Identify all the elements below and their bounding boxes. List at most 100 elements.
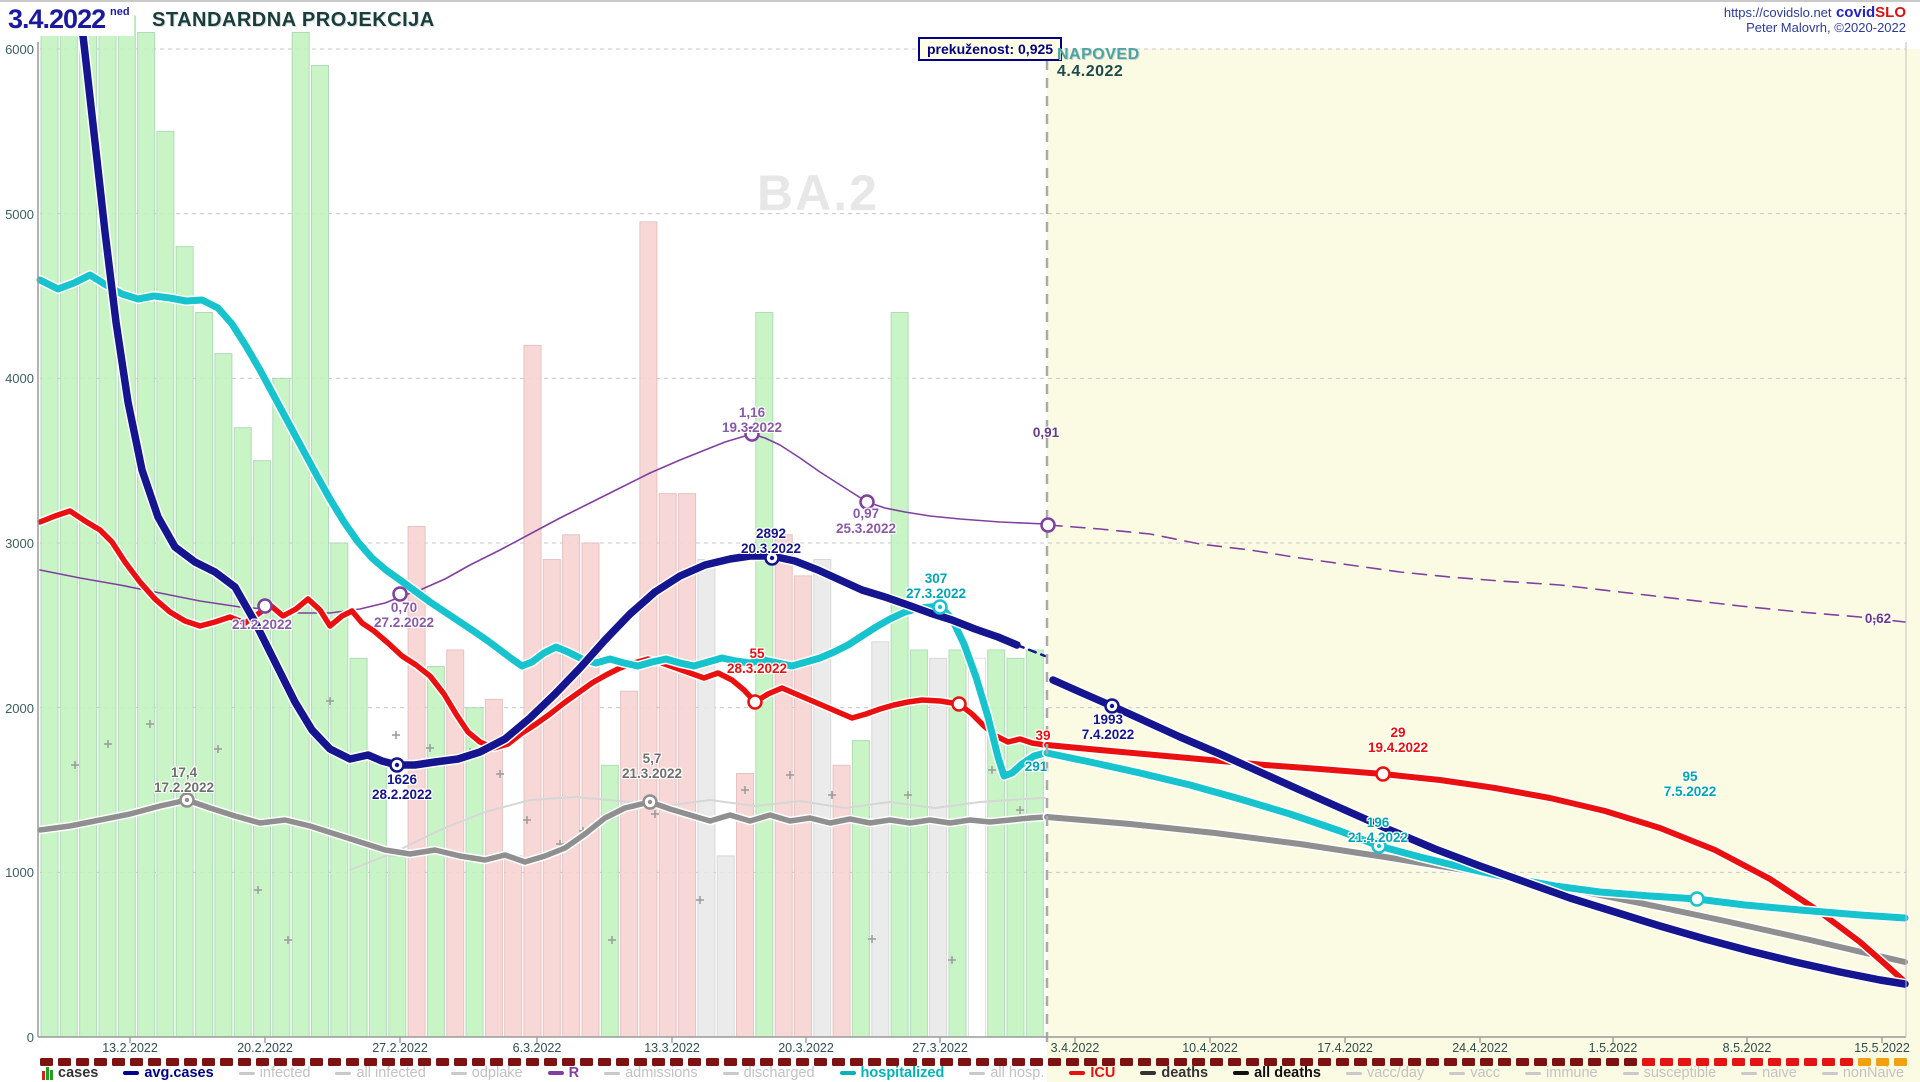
value-callout: 5,7 21.3.2022 (621, 751, 683, 781)
value-callout: 55 28.3.2022 (726, 646, 788, 676)
cases-bar (620, 690, 639, 1038)
x-axis-tick-label: 1.5.2022 (1588, 1041, 1638, 1055)
value-callout: 1,16 19.3.2022 (721, 405, 783, 435)
legend-item-avg-cases[interactable]: avg.cases (123, 1065, 214, 1081)
value-callout: 1993 7.4.2022 (1081, 712, 1135, 742)
series-dash-icon (1741, 1071, 1758, 1075)
legend-item-discharged[interactable]: discharged (722, 1065, 815, 1081)
cases-bar (697, 559, 716, 1038)
data-point-marker (859, 494, 875, 510)
cases-bar (562, 534, 581, 1038)
data-point-marker (1689, 891, 1705, 907)
cases-bar (504, 855, 523, 1038)
weekday-label: ned (110, 6, 130, 18)
series-r-forecast (1047, 524, 1906, 623)
author-copyright: Peter Malovrh, ©2020-2022 (1746, 20, 1906, 35)
series-dash-icon (1140, 1071, 1157, 1075)
prevalence-badge: prekuženost: 0,925 (918, 37, 1063, 61)
legend-item-susceptible[interactable]: susceptible (1622, 1065, 1717, 1081)
cases-bar (137, 32, 156, 1038)
legend-item-nonnaive[interactable]: nonNaive (1821, 1065, 1905, 1081)
y-axis-tick-label: 5000 (5, 206, 34, 222)
cases-bar (639, 221, 658, 1038)
cases-bar (890, 312, 909, 1038)
x-axis-tick-label: 27.3.2022 (912, 1041, 968, 1055)
brand-slo: SLO (1875, 4, 1906, 21)
cases-bar (581, 542, 600, 1038)
legend-item-deaths[interactable]: deaths (1140, 1065, 1208, 1081)
legend-item-vacc-day[interactable]: vacc/day (1345, 1065, 1425, 1081)
legend-item-label: vacc/day (1366, 1065, 1425, 1081)
x-axis-tick-label: 24.4.2022 (1452, 1041, 1508, 1055)
forecast-date: 4.4.2022 (1057, 63, 1124, 80)
legend-item-r[interactable]: R (547, 1065, 579, 1081)
x-axis-tick-label: 20.2.2022 (237, 1041, 293, 1055)
cases-bar (59, 2, 78, 1038)
data-point-marker (1375, 766, 1391, 782)
x-axis-tick-label: 15.5.2022 (1854, 1041, 1910, 1055)
cases-bar (794, 575, 812, 1038)
legend-item-label: admissions (625, 1065, 698, 1081)
legend-item-all-deaths[interactable]: all deaths (1233, 1065, 1321, 1081)
legend-item-admissions[interactable]: admissions (604, 1065, 698, 1081)
value-callout: 1626 28.2.2022 (371, 772, 433, 802)
x-axis-tick-label: 3.4.2022 (1050, 1041, 1100, 1055)
legend-item-hospitalized[interactable]: hospitalized (839, 1065, 945, 1081)
series-dash-icon (969, 1071, 986, 1075)
legend-item-label: all deaths (1254, 1065, 1321, 1081)
y-axis-tick-label: 1000 (5, 865, 34, 881)
value-callout: 0,97 25.3.2022 (835, 506, 897, 536)
value-callout: 21.2.2022 (231, 617, 293, 632)
legend-item-vacc[interactable]: vacc (1449, 1065, 1500, 1081)
legend-item-label: discharged (743, 1065, 815, 1081)
data-point-marker (747, 694, 763, 710)
legend-item-icu[interactable]: ICU (1069, 1065, 1115, 1081)
page-title: STANDARDNA PROJEKCIJA (152, 9, 435, 31)
data-point-marker (1040, 517, 1056, 533)
legend-item-cases[interactable]: cases (42, 1065, 98, 1081)
x-axis-tick-label: 13.2.2022 (102, 1041, 158, 1055)
legend-item-label: susceptible (1643, 1065, 1717, 1081)
data-point-marker (744, 426, 760, 442)
legend-item-infected[interactable]: infected (238, 1065, 310, 1081)
series-dash-icon (335, 1071, 352, 1075)
cases-bar (388, 855, 407, 1038)
series-legend: cases avg.cases infected all infected odplak… (0, 1064, 1920, 1082)
cases-bar (195, 312, 214, 1038)
forecast-header: NAPOVED 4.4.2022 (1057, 46, 1140, 80)
legend-item-label: cases (58, 1065, 99, 1081)
y-axis-tick-label: 2000 (5, 700, 34, 716)
cases-bar (774, 534, 793, 1038)
data-point-marker (392, 586, 408, 602)
cases-bar (233, 427, 252, 1038)
date-box-background (4, 2, 134, 36)
current-date: 3.4.2022 (8, 4, 106, 34)
legend-item-immune[interactable]: immune (1525, 1065, 1598, 1081)
cases-bar (253, 460, 271, 1038)
cases-bar (871, 641, 890, 1038)
series-dash-icon (547, 1071, 564, 1075)
site-url-link[interactable]: https://covidslo.net (1723, 5, 1832, 20)
y-axis-tick-label: 3000 (5, 535, 34, 551)
cases-bar (1006, 657, 1025, 1038)
legend-item-odplake[interactable]: odplake (450, 1065, 523, 1081)
series-dash-icon (450, 1071, 467, 1075)
legend-item-all-infected[interactable]: all infected (335, 1065, 426, 1081)
cases-bar (175, 246, 194, 1038)
legend-item-label: nonNaive (1842, 1065, 1905, 1081)
series-avg-cases (75, 2, 1021, 769)
series-dash-icon (839, 1071, 856, 1075)
series-dash-icon (238, 1071, 255, 1075)
legend-item-label: hospitalized (860, 1065, 945, 1081)
legend-item-naive[interactable]: naive (1741, 1065, 1797, 1081)
series-dash-icon (1525, 1071, 1542, 1075)
series-dash-icon (1821, 1071, 1838, 1075)
series-dash-icon (123, 1071, 140, 1075)
series-odplake-faint- (349, 796, 1046, 871)
legend-item-label: avg.cases (144, 1065, 214, 1081)
legend-item-label: all infected (356, 1065, 426, 1081)
site-credit-block: https://covidslo.net covidSLO Peter Malo… (1724, 5, 1906, 35)
legend-item-all-hosp-[interactable]: all hosp. (969, 1065, 1044, 1081)
